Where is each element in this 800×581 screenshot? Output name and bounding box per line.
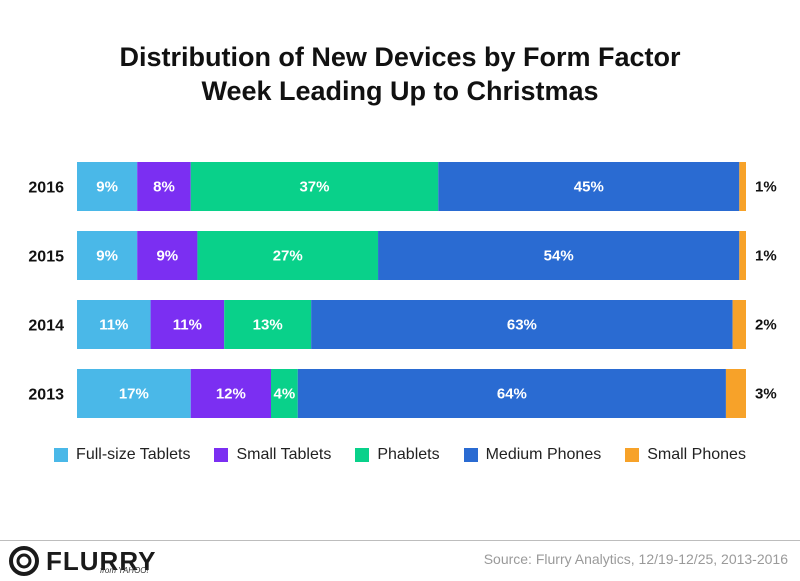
legend-item-phablets: Phablets (355, 446, 440, 464)
legend-label: Full-size Tablets (76, 446, 191, 463)
footer-divider (0, 540, 800, 541)
bar-segment-2013-0 (77, 369, 191, 418)
chart-title-line1: Distribution of New Devices by Form Fact… (119, 42, 681, 72)
legend-item-medium-phones: Medium Phones (463, 446, 602, 464)
legend-item-small-tablets: Small Tablets (214, 446, 331, 464)
data-label-2013-1: 12% (216, 386, 246, 403)
legend-label: Phablets (377, 446, 440, 463)
bar-segment-2015-4 (739, 231, 746, 280)
category-label-2013: 2013 (28, 387, 64, 404)
legend-item-full-size-tablets: Full-size Tablets (54, 446, 190, 464)
stacked-bar-chart: 2016 9% 8% 37% 45% 1% 2015 9% 9% 27% 54% 1% 2014 11% 1… (28, 162, 777, 418)
data-label-2014-1: 11% (173, 317, 202, 334)
source-note: Source: Flurry Analytics, 12/19-12/25, 2… (483, 551, 788, 567)
data-label-2014-4: 2% (755, 317, 777, 334)
bar-segment-2013-4 (725, 369, 746, 418)
chart-title: Distribution of New Devices by Form Fact… (0, 40, 800, 108)
bar-segment-2016-0 (77, 162, 138, 211)
flurry-logo: FLURRY (8, 545, 156, 577)
legend-swatch (214, 448, 229, 462)
bar-segment-2015-3 (378, 231, 740, 280)
bar-segment-2014-2 (224, 300, 312, 349)
bar-segment-2013-3 (297, 369, 726, 418)
data-label-2014-0: 11% (99, 317, 128, 334)
bar-segment-2016-4 (739, 162, 746, 211)
data-label-2015-2: 27% (273, 248, 303, 265)
bar-segment-2016-1 (137, 162, 191, 211)
logo-text: FLURRY (46, 546, 157, 576)
category-label-2015: 2015 (28, 249, 64, 266)
data-label-2013-0: 17% (119, 386, 149, 403)
bar-segment-2015-1 (137, 231, 198, 280)
bar-segment-2014-1 (150, 300, 225, 349)
data-label-2016-1: 8% (153, 179, 175, 196)
bar-segment-2016-2 (190, 162, 439, 211)
bar-segment-2015-2 (197, 231, 379, 280)
legend: Full-size Tablets Small Tablets Phablets… (0, 446, 800, 464)
data-label-2015-1: 9% (156, 248, 178, 265)
flurry-logo-icon (9, 546, 39, 576)
data-label-2014-3: 63% (507, 317, 537, 334)
data-label-2013-4: 3% (755, 386, 777, 403)
category-label-2016: 2016 (28, 180, 64, 197)
data-label-2015-0: 9% (96, 248, 118, 265)
bar-segment-2013-2 (271, 369, 298, 418)
legend-label: Small Tablets (236, 446, 332, 463)
bar-segment-2014-0 (77, 300, 151, 349)
category-label-2014: 2014 (28, 318, 64, 335)
bar-segment-2013-1 (190, 369, 272, 418)
legend-label: Small Phones (647, 446, 746, 463)
data-label-2013-2: 4% (274, 386, 296, 403)
bar-segment-2015-0 (77, 231, 138, 280)
legend-label: Medium Phones (485, 446, 602, 463)
legend-swatch (625, 448, 640, 462)
data-label-2016-0: 9% (96, 179, 118, 196)
logo-subtext: from YAHOO! (100, 566, 149, 575)
legend-item-small-phones: Small Phones (625, 446, 746, 464)
data-label-2014-2: 13% (253, 317, 283, 334)
chart-title-line2: Week Leading Up to Christmas (201, 76, 599, 106)
data-label-2015-4: 1% (755, 248, 777, 265)
legend-swatch (54, 448, 69, 462)
data-label-2016-4: 1% (755, 179, 777, 196)
legend-swatch (355, 448, 370, 462)
data-label-2016-2: 37% (299, 179, 329, 196)
bar-segment-2014-3 (311, 300, 733, 349)
data-label-2013-3: 64% (497, 386, 527, 403)
data-label-2015-3: 54% (544, 248, 574, 265)
bar-segment-2014-4 (732, 300, 746, 349)
bar-segment-2016-3 (438, 162, 740, 211)
data-label-2016-3: 45% (574, 179, 604, 196)
legend-swatch (463, 448, 478, 462)
